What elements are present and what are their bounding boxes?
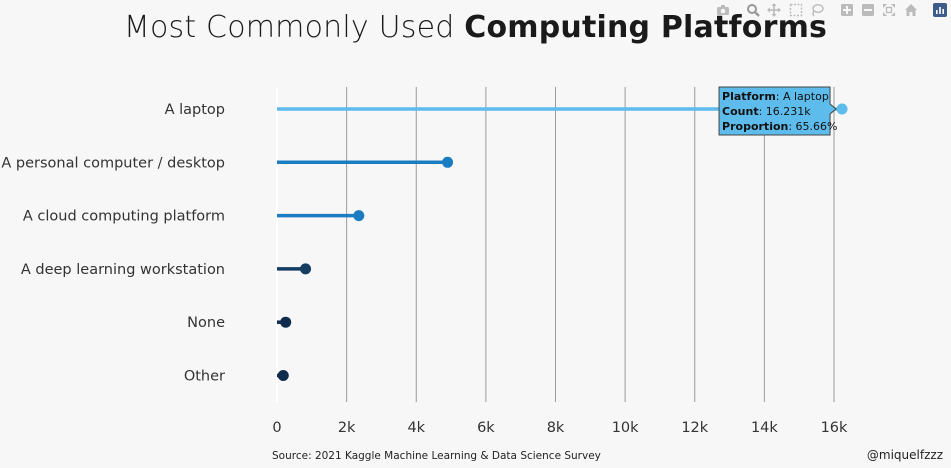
tooltip-label: Count bbox=[722, 105, 759, 118]
title-light: Most Commonly Used bbox=[123, 10, 465, 45]
author-credit: @miquelfzzz bbox=[866, 448, 943, 462]
y-tick-label: A cloud computing platform bbox=[23, 209, 225, 225]
lollipop-dot[interactable] bbox=[300, 263, 312, 275]
y-tick-label: None bbox=[187, 315, 225, 331]
tooltip-line: Proportion: 65.66% bbox=[722, 120, 837, 133]
lollipop-dot[interactable] bbox=[353, 210, 365, 222]
y-tick-label: A laptop bbox=[165, 102, 225, 118]
lasso-icon[interactable] bbox=[810, 3, 824, 17]
lollipop-dot[interactable] bbox=[277, 370, 289, 381]
zoom-out-icon[interactable] bbox=[861, 3, 875, 17]
x-tick-label: 12k bbox=[681, 420, 708, 436]
lollipop-dot[interactable] bbox=[280, 316, 292, 328]
x-tick-label: 6k bbox=[477, 420, 495, 436]
plotly-logo-icon[interactable] bbox=[933, 3, 947, 17]
pan-icon[interactable] bbox=[767, 3, 781, 17]
tooltip-value: : 65.66% bbox=[788, 120, 837, 133]
tooltip-label: Platform bbox=[722, 90, 776, 103]
y-tick-label: A deep learning workstation bbox=[21, 262, 225, 278]
y-tick-label: Other bbox=[184, 369, 225, 385]
source-note: Source: 2021 Kaggle Machine Learning & D… bbox=[272, 450, 601, 462]
camera-icon[interactable] bbox=[716, 3, 730, 17]
x-tick-label: 8k bbox=[547, 420, 565, 436]
autoscale-icon[interactable] bbox=[882, 3, 896, 17]
x-tick-label: 0 bbox=[272, 420, 281, 436]
y-tick-label: A personal computer / desktop bbox=[1, 155, 225, 171]
x-tick-label: 10k bbox=[612, 420, 639, 436]
zoom-icon[interactable] bbox=[746, 3, 760, 17]
x-tick-label: 4k bbox=[407, 420, 425, 436]
x-tick-label: 2k bbox=[338, 420, 356, 436]
lollipop-dot[interactable] bbox=[442, 156, 454, 168]
chart-title: Most Commonly Used Computing Platforms bbox=[0, 10, 951, 45]
tooltip-value: : A laptop bbox=[776, 90, 829, 103]
x-tick-label: 16k bbox=[821, 420, 848, 436]
reset-axes-icon[interactable] bbox=[904, 3, 918, 17]
tooltip-value: : 16.231k bbox=[759, 105, 812, 118]
tooltip-line: Platform: A laptop bbox=[722, 90, 829, 103]
box-select-icon[interactable] bbox=[789, 3, 803, 17]
tooltip-line: Count: 16.231k bbox=[722, 105, 811, 118]
x-tick-label: 14k bbox=[751, 420, 778, 436]
lollipop-dot[interactable] bbox=[836, 103, 848, 115]
tooltip-label: Proportion bbox=[722, 120, 788, 133]
title-bold: Computing Platforms bbox=[464, 10, 828, 45]
hover-tooltip bbox=[718, 86, 837, 136]
zoom-in-icon[interactable] bbox=[840, 3, 854, 17]
